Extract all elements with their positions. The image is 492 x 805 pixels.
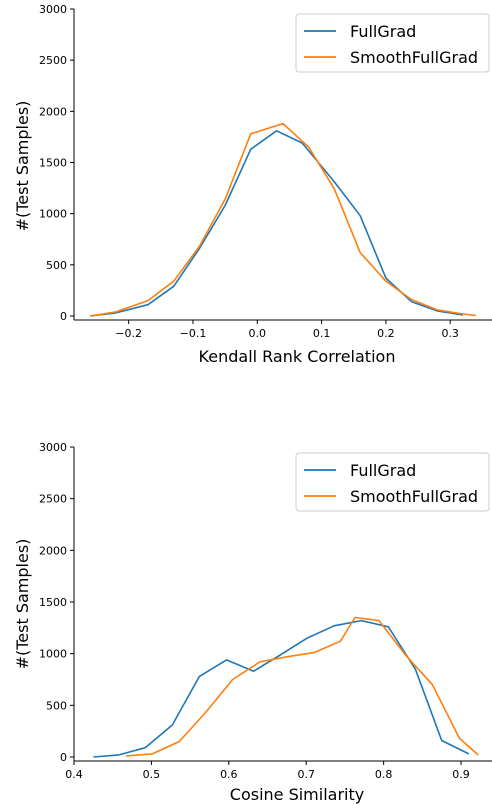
legend-label-fullgrad: FullGrad <box>350 461 416 480</box>
legend-box <box>295 13 490 73</box>
y-tick-label: 2000 <box>39 105 67 118</box>
y-tick-label: 1500 <box>39 157 67 170</box>
x-tick-label: 0.0 <box>249 327 267 340</box>
x-axis-label: Cosine Similarity <box>230 785 364 804</box>
y-tick-label: 2500 <box>39 493 67 506</box>
y-axis-label: #(Test Samples) <box>13 101 32 232</box>
y-tick-label: 3000 <box>39 3 67 16</box>
x-tick-label: −0.2 <box>115 327 142 340</box>
x-tick-label: 0.2 <box>377 327 395 340</box>
y-axis-label: #(Test Samples) <box>13 539 32 670</box>
y-tick-label: 2000 <box>39 544 67 557</box>
series-line-smoothfullgrad <box>125 616 479 757</box>
series-line-smoothfullgrad <box>89 122 476 317</box>
y-tick-label: 3000 <box>39 441 67 454</box>
x-tick-label: 0.7 <box>297 768 315 781</box>
x-tick-label: 0.1 <box>313 327 331 340</box>
x-tick-label: 0.4 <box>65 768 83 781</box>
legend-box <box>295 452 490 512</box>
x-tick-label: 0.6 <box>220 768 238 781</box>
y-tick-label: 0 <box>60 751 67 764</box>
y-tick-label: 500 <box>46 699 67 712</box>
x-axis-label: Kendall Rank Correlation <box>199 347 396 366</box>
x-tick-label: 0.8 <box>375 768 393 781</box>
x-tick-label: 0.9 <box>452 768 470 781</box>
series-line-fullgrad <box>93 619 470 758</box>
y-tick-label: 1000 <box>39 648 67 661</box>
legend-label-smoothfullgrad: SmoothFullGrad <box>350 48 478 67</box>
series-line-fullgrad <box>90 130 464 317</box>
x-tick-label: 0.5 <box>143 768 161 781</box>
legend-label-fullgrad: FullGrad <box>350 22 416 41</box>
chart-panel-1: 0 500 1000 1500 2000 2500 3000 −0.2 −0.1 0.0 0.1 0.… <box>13 3 492 366</box>
y-tick-label: 500 <box>46 259 67 272</box>
x-tick-label: −0.1 <box>180 327 207 340</box>
y-tick-label: 0 <box>60 310 67 323</box>
y-tick-label: 1500 <box>39 596 67 609</box>
y-tick-label: 1000 <box>39 208 67 221</box>
y-tick-label: 2500 <box>39 54 67 67</box>
chart-panel-2: 0 500 1000 1500 2000 2500 3000 0.4 0.5 0.6 0.7 0.8 0… <box>13 441 492 804</box>
legend-label-smoothfullgrad: SmoothFullGrad <box>350 487 478 506</box>
x-tick-label: 0.3 <box>441 327 459 340</box>
